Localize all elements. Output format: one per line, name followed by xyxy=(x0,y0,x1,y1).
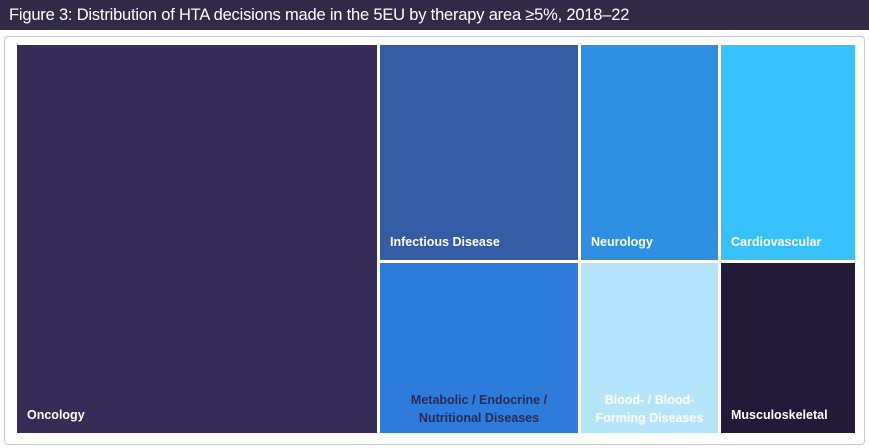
treemap-cell-label: Neurology xyxy=(591,234,653,249)
treemap-chart-frame: Oncology Infectious Disease Metabolic / … xyxy=(4,36,865,445)
figure-title: Figure 3: Distribution of HTA decisions … xyxy=(0,0,869,30)
treemap-cell-blood-forming-diseases: Blood- / Blood-Forming Diseases xyxy=(581,263,718,433)
treemap-cell-label: Blood- / Blood-Forming Diseases xyxy=(595,392,704,425)
treemap-cell-label: Infectious Disease xyxy=(390,234,500,249)
treemap-cell-metabolic-endocrine-nutritional: Metabolic / Endocrine / Nutritional Dise… xyxy=(380,263,578,433)
treemap-cell-oncology: Oncology xyxy=(17,45,377,433)
treemap-cell-label: Cardiovascular xyxy=(731,234,822,249)
treemap-cell-neurology: Neurology xyxy=(581,45,718,260)
treemap-cell-label: Musculoskeletal xyxy=(731,407,828,422)
treemap-cell-label: Oncology xyxy=(27,407,85,422)
treemap-cell-musculoskeletal: Musculoskeletal xyxy=(721,263,855,433)
treemap-cell-cardiovascular: Cardiovascular xyxy=(721,45,855,260)
treemap-cell-label: Metabolic / Endocrine / Nutritional Dise… xyxy=(410,392,548,425)
treemap-chart: Oncology Infectious Disease Metabolic / … xyxy=(17,45,855,433)
treemap-cell-infectious-disease: Infectious Disease xyxy=(380,45,578,260)
